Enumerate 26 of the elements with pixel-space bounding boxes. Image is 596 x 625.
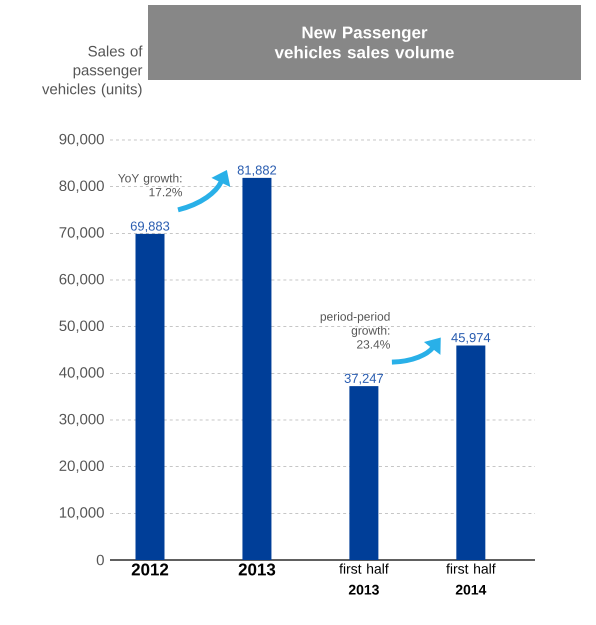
y-tick-label: 70,000 [60,227,104,240]
bar [456,345,486,560]
data-label: 69,883 [130,221,170,232]
bar [242,178,272,560]
y-tick-label: 10,000 [60,507,104,520]
data-label: 37,247 [344,374,384,384]
y-tick-label: 60,000 [60,274,104,286]
data-label: 81,882 [238,165,276,176]
annotation: period-period growth: 23.4% [320,312,390,349]
chart-title: New Passenger vehicles sales volume [274,26,454,58]
y-axis-title: Sales of passenger vehicles (units) [42,46,142,98]
y-tick-label: 80,000 [59,180,104,193]
y-tick-label: 50,000 [59,320,104,333]
x-tick-label: 2012 [132,564,168,576]
y-tick-label: 20,000 [60,460,104,473]
x-tick-label: first half 2014 [446,564,496,595]
x-tick-label: first half 2013 [339,564,389,595]
data-label: 45,974 [451,333,490,344]
x-tick-label: 2013 [238,564,276,576]
y-tick-label: 0 [96,554,104,566]
y-tick-label: 40,000 [59,367,104,380]
y-tick-label: 30,000 [59,414,104,426]
bar [349,386,378,560]
annotation: YoY growth: 17.2% [118,174,182,196]
bar [136,234,164,560]
y-tick-label: 90,000 [59,134,104,146]
